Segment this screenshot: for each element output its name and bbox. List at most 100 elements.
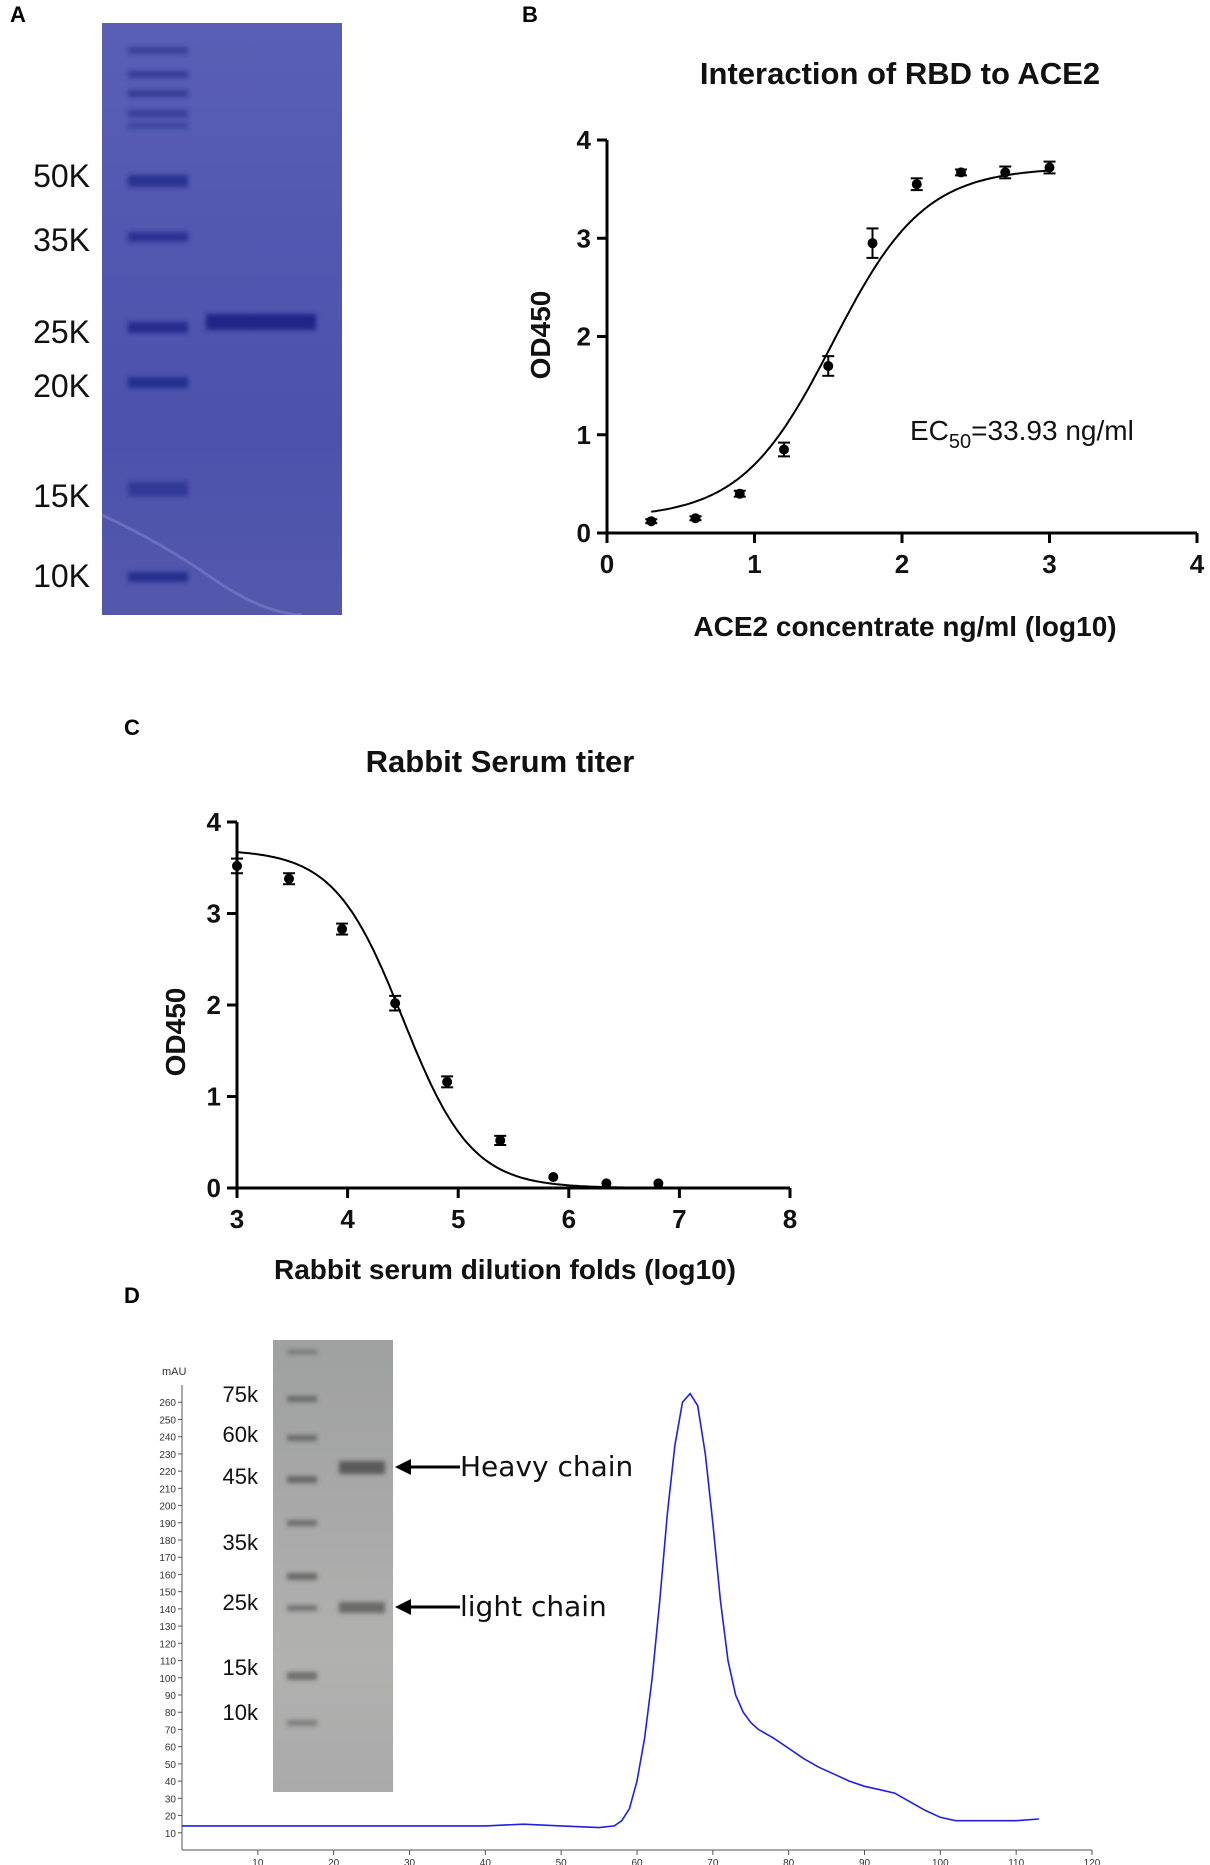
data-point — [337, 924, 348, 935]
x-tick-label: 10 — [252, 1858, 264, 1865]
x-tick-label: 4 — [340, 1204, 355, 1234]
data-point — [601, 1178, 612, 1189]
y-tick-label: 20 — [165, 1812, 177, 1823]
y-tick-label: 10 — [165, 1829, 177, 1840]
x-tick-label: 8 — [783, 1204, 797, 1234]
chart-b-title: Interaction of RBD to ACE2 — [700, 56, 1100, 91]
panel-letter-a: A — [10, 2, 26, 27]
x-tick-label: 100 — [932, 1858, 949, 1865]
data-point — [548, 1172, 559, 1183]
data-point — [653, 1178, 664, 1189]
y-tick-label: 240 — [159, 1433, 176, 1444]
y-tick-label: 160 — [159, 1570, 176, 1581]
y-tick-label: 1 — [577, 420, 591, 450]
y-tick-label: 50 — [165, 1760, 177, 1771]
y-tick-label: 3 — [207, 899, 221, 929]
data-point — [390, 998, 401, 1009]
y-tick-label: 30 — [165, 1794, 177, 1805]
y-tick-label: 0 — [207, 1173, 221, 1203]
y-tick-label: 140 — [159, 1605, 176, 1616]
x-tick-label: 20 — [328, 1858, 340, 1865]
gel-a-marker-50k: 50K — [33, 158, 90, 194]
sds-page-gel-image — [102, 23, 342, 615]
y-tick-label: 130 — [159, 1622, 176, 1633]
y-tick-label: 260 — [159, 1398, 176, 1409]
gel-d-marker-60k: 60k — [222, 1422, 258, 1447]
data-point — [646, 516, 657, 527]
chart-c-title: Rabbit Serum titer — [366, 744, 635, 779]
x-tick-label: 60 — [631, 1858, 643, 1865]
data-point — [779, 444, 789, 455]
gel-a-marker-20k: 20K — [33, 368, 90, 404]
y-tick-label: 170 — [159, 1553, 176, 1564]
gel-d-marker-75k: 75k — [222, 1382, 258, 1407]
gel-d-marker-25k: 25k — [222, 1590, 258, 1615]
y-tick-label: 70 — [165, 1725, 177, 1736]
y-tick-label: 0 — [577, 518, 591, 548]
gel-a-marker-15k: 15K — [33, 478, 90, 514]
y-tick-label: 60 — [165, 1743, 177, 1754]
panel-letter-d: D — [124, 1283, 140, 1308]
data-point — [1000, 167, 1011, 178]
x-tick-label: 110 — [1008, 1858, 1024, 1865]
x-tick-label: 4 — [1190, 549, 1205, 579]
data-point — [690, 513, 701, 524]
x-tick-label: 120 — [1084, 1858, 1101, 1865]
gel-d-marker-35k: 35k — [222, 1530, 258, 1555]
y-tick-label: 230 — [159, 1450, 176, 1461]
gel-a-marker-35k: 35K — [33, 222, 90, 258]
x-tick-label: 3 — [230, 1204, 244, 1234]
y-tick-label: 120 — [159, 1639, 176, 1650]
x-tick-label: 1 — [747, 549, 761, 579]
light-chain-arrowhead — [395, 1599, 411, 1615]
x-tick-label: 3 — [1042, 549, 1056, 579]
data-point — [911, 179, 922, 190]
y-tick-label: 1 — [207, 1082, 221, 1112]
y-tick-label: 2 — [207, 990, 221, 1020]
panel-letter-b: B — [522, 2, 538, 27]
fit-curve — [236, 851, 663, 1189]
chart-b-x-axis-label: ACE2 concentrate ng/ml (log10) — [693, 611, 1116, 642]
x-tick-label: 0 — [600, 549, 614, 579]
y-tick-label: 40 — [165, 1777, 177, 1788]
western-gel-image — [273, 1340, 393, 1792]
chromatogram-trace — [182, 1392, 1039, 1829]
y-tick-label: 180 — [159, 1536, 176, 1547]
y-tick-label: 80 — [165, 1708, 177, 1719]
x-tick-label: 6 — [562, 1204, 576, 1234]
panel-letter-c: C — [124, 715, 140, 740]
y-tick-label: 100 — [159, 1674, 176, 1685]
chart-c: Rabbit Serum titer OD450 Rabbit serum di… — [160, 744, 797, 1285]
chart-c-x-axis-label: Rabbit serum dilution folds (log10) — [274, 1254, 736, 1285]
y-tick-label: 2 — [577, 322, 591, 352]
light-chain-label: light chain — [460, 1590, 607, 1623]
y-tick-label: 150 — [159, 1588, 176, 1599]
chart-d-y-unit-label: mAU — [162, 1366, 187, 1378]
data-point — [283, 873, 294, 884]
data-point — [956, 167, 966, 178]
chart-d: mAU 10 20 30 40 50 60 70 80 90 100 110 120 130 140 150… — [159, 1366, 1101, 1865]
x-tick-label: 5 — [451, 1204, 465, 1234]
chart-c-y-axis-label: OD450 — [160, 988, 191, 1077]
y-tick-label: 190 — [159, 1519, 176, 1530]
gel-a-marker-25k: 25K — [33, 314, 90, 350]
gel-a-marker-10k: 10K — [33, 558, 90, 594]
chart-b-y-axis-label: OD450 — [525, 291, 556, 380]
data-point — [823, 360, 834, 371]
x-tick-label: 7 — [672, 1204, 686, 1234]
x-tick-label: 50 — [556, 1858, 568, 1865]
gel-a-bands — [102, 47, 316, 615]
y-tick-label: 220 — [159, 1467, 176, 1478]
y-tick-label: 250 — [159, 1415, 176, 1426]
x-tick-label: 80 — [783, 1858, 795, 1865]
data-point — [1044, 162, 1055, 173]
chart-b: Interaction of RBD to ACE2 OD450 ACE2 co… — [525, 56, 1205, 642]
data-point — [232, 860, 242, 871]
y-tick-label: 90 — [165, 1691, 177, 1702]
chain-arrows — [395, 1459, 460, 1615]
y-tick-label: 3 — [577, 223, 591, 253]
heavy-chain-arrowhead — [395, 1459, 411, 1475]
y-tick-label: 4 — [207, 807, 222, 837]
gel-d-marker-15k: 15k — [222, 1655, 258, 1680]
y-tick-label: 200 — [159, 1502, 176, 1513]
